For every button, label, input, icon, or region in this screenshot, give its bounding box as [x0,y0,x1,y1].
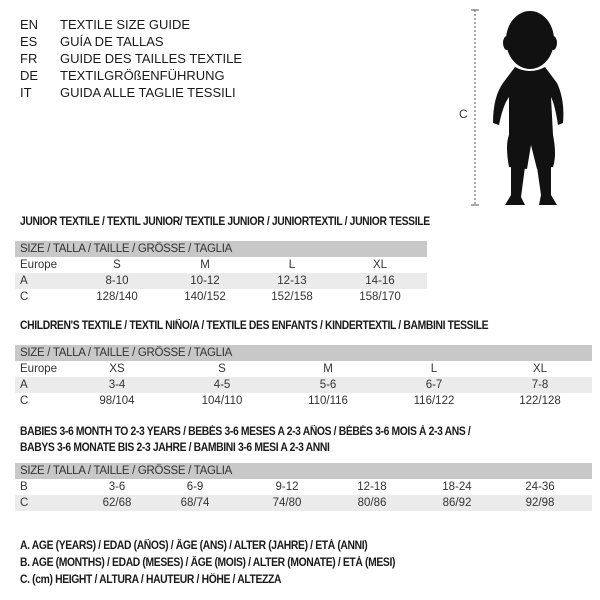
language-code: IT [20,85,32,100]
junior-section-title: JUNIOR TEXTILE / TEXTIL JUNIOR/ TEXTILE … [20,216,430,228]
table-row: C 98/104 104/110 110/116 116/122 122/128 [15,393,592,409]
table-cell: 62/68 [102,497,132,509]
table-cell: 116/122 [413,395,455,407]
table-cell: 104/110 [201,395,243,407]
table-cell: 152/158 [271,291,313,303]
table-cell: XS [109,363,125,375]
table-cell: 68/74 [180,497,210,509]
language-code: ES [20,34,38,49]
junior-size-table: SIZE / TALLA / TAILLE / GRÖSSE / TAGLIA … [15,241,427,305]
row-label: Europe [20,259,58,271]
table-cell: S [113,259,121,271]
legend-a: A. AGE (YEARS) / EDAD (AÑOS) / ÂGE (ANS)… [20,540,368,552]
table-cell: 5-6 [319,379,337,391]
table-cell: 12-18 [357,481,387,493]
table-cell: S [218,363,226,375]
language-item-it: IT GUIDA ALLE TAGLIE TESSILI [20,84,236,101]
row-label: A [20,379,28,391]
row-label: C [20,291,29,303]
table-row: C 62/68 68/74 74/80 80/86 86/92 92/98 [15,495,592,511]
row-label: C [20,497,29,509]
legend-b: B. AGE (MONTHS) / EDAD (MESES) / ÂGE (MO… [20,557,396,569]
language-code: EN [20,17,39,32]
children-size-table: SIZE / TALLA / TAILLE / GRÖSSE / TAGLIA … [15,345,592,409]
table-cell: 6-9 [186,481,204,493]
baby-silhouette-icon [471,9,564,206]
table-cell: L [288,259,296,271]
table-row: Europe S M L XL [15,257,427,273]
table-cell: 3-4 [108,379,126,391]
table-cell: XL [532,363,548,375]
language-item-es: ES GUÍA DE TALLAS [20,33,164,50]
legend-c: C. (cm) HEIGHT / ALTURA / HAUTEUR / HÖHE… [20,574,282,586]
language-label: GUIDE DES TAILLES TEXTILE [60,51,243,66]
table-row: Europe XS S M L XL [15,361,592,377]
table-cell: 14-16 [365,275,395,287]
table-row: A 3-4 4-5 5-6 6-7 7-8 [15,377,592,393]
language-label: GUIDA ALLE TAGLIE TESSILI [60,85,236,100]
table-cell: 12-13 [277,275,307,287]
table-cell: 158/170 [359,291,401,303]
table-cell: 74/80 [272,497,302,509]
table-cell: 18-24 [442,481,472,493]
table-cell: 9-12 [275,481,299,493]
children-section-title: CHILDREN'S TEXTILE / TEXTIL NIÑO/A / TEX… [20,320,489,332]
row-label: C [20,395,29,407]
babies-size-table: SIZE / TALLA / TAILLE / GRÖSSE / TAGLIA … [15,463,592,511]
language-item-de: DE TEXTILGRÖßENFÜHRUNG [20,67,225,84]
row-label: Europe [20,363,58,375]
language-label: TEXTILGRÖßENFÜHRUNG [60,68,225,83]
table-row: A 8-10 10-12 12-13 14-16 [15,273,427,289]
table-cell: 8-10 [105,275,129,287]
height-measure-label: C [459,107,468,121]
table-cell: 128/140 [96,291,138,303]
table-cell: M [323,363,333,375]
table-row: C 128/140 140/152 152/158 158/170 [15,289,427,305]
language-code: DE [20,68,39,83]
table-cell: 3-6 [108,481,126,493]
table-cell: 80/86 [357,497,387,509]
language-item-fr: FR GUIDE DES TAILLES TEXTILE [20,50,242,67]
table-cell: XL [372,259,388,271]
table-cell: 7-8 [531,379,549,391]
table-cell: 140/152 [184,291,226,303]
table-cell: 122/128 [519,395,561,407]
table-header: SIZE / TALLA / TAILLE / GRÖSSE / TAGLIA [15,345,592,361]
table-cell: 92/98 [525,497,555,509]
babies-section-title-line2: BABYS 3-6 MONATE BIS 2-3 JAHRE / BAMBINI… [20,442,330,454]
table-cell: 24-36 [525,481,555,493]
table-cell: 6-7 [425,379,443,391]
babies-section-title-line1: BABIES 3-6 MONTH TO 2-3 YEARS / BEBÉS 3-… [20,426,471,438]
table-cell: 98/104 [99,395,135,407]
language-label: TEXTILE SIZE GUIDE [60,17,191,32]
table-cell: L [430,363,438,375]
language-item-en: EN TEXTILE SIZE GUIDE [20,16,190,33]
table-cell: 10-12 [190,275,220,287]
table-header: SIZE / TALLA / TAILLE / GRÖSSE / TAGLIA [15,241,427,257]
table-cell: M [200,259,210,271]
table-row: B 3-6 6-9 9-12 12-18 18-24 24-36 [15,479,592,495]
table-header: SIZE / TALLA / TAILLE / GRÖSSE / TAGLIA [15,463,592,479]
row-label: A [20,275,28,287]
row-label: B [20,481,28,493]
language-label: GUÍA DE TALLAS [60,34,164,49]
table-cell: 86/92 [442,497,472,509]
table-cell: 4-5 [213,379,231,391]
language-code: FR [20,51,38,66]
table-cell: 110/116 [308,395,348,407]
